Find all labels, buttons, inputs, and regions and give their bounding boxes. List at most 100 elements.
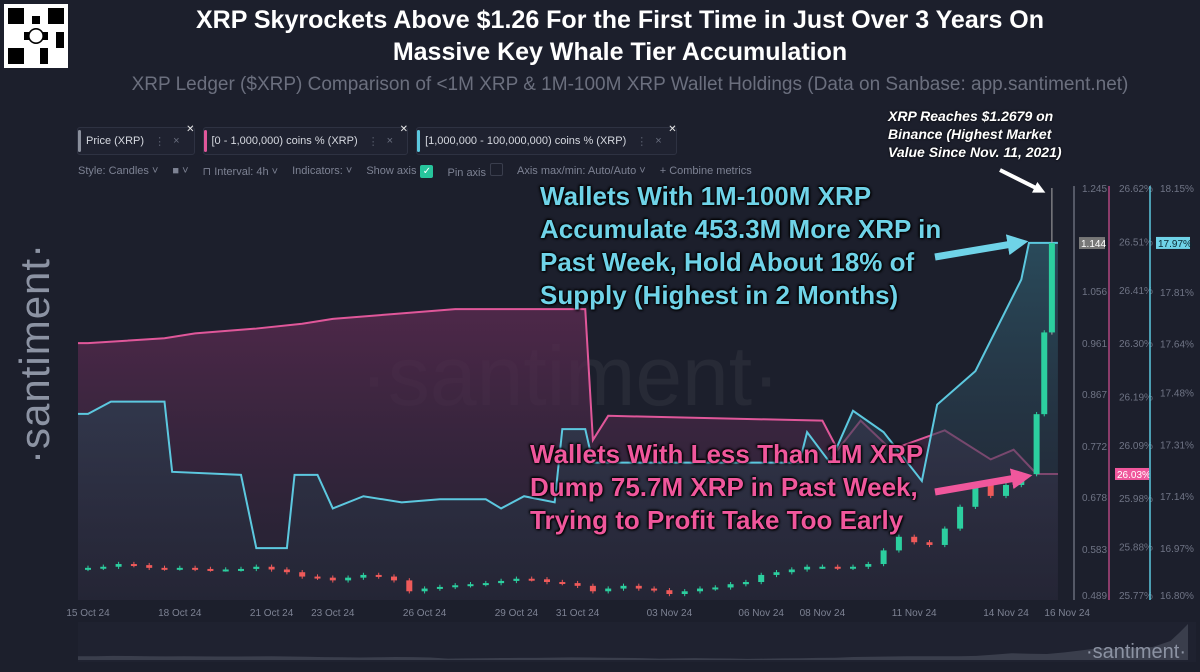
x-tick-label: 26 Oct 24 — [403, 608, 447, 619]
metric-label: Price (XRP) — [86, 135, 145, 147]
remove-icon[interactable]: × — [386, 135, 394, 147]
price-candle — [651, 586, 658, 593]
candle-body — [299, 572, 306, 577]
metric-label: [1,000,000 - 100,000,000) coins % (XRP) — [425, 135, 627, 147]
price-candle — [207, 566, 214, 572]
price-candle — [146, 562, 153, 571]
y-tick-label: 0.678 — [1082, 493, 1107, 504]
y-tick-label: 26.09% — [1119, 441, 1153, 452]
price-candle — [819, 564, 826, 569]
metric-label: [0 - 1,000,000) coins % (XRP) — [211, 135, 358, 147]
metric-chip-whale-wallets[interactable]: [1,000,000 - 100,000,000) coins % (XRP) ⋮… — [416, 124, 677, 155]
candle-body — [452, 585, 459, 588]
y-tick-label: 26.62% — [1119, 184, 1153, 195]
metric-legend: Price (XRP) ⋮ × ✕ [0 - 1,000,000) coins % (… — [77, 124, 677, 155]
y-tick-label: 26.19% — [1119, 392, 1153, 403]
price-candle — [482, 580, 489, 587]
axis-minmax-dropdown[interactable]: Axis max/min: Auto/Auto ˅ — [517, 165, 646, 177]
candle-body — [146, 565, 153, 568]
price-candle — [391, 574, 397, 583]
y-tick-label: 25.88% — [1119, 543, 1153, 554]
x-tick-label: 16 Nov 24 — [1044, 608, 1090, 619]
y-tick-label: 17.31% — [1160, 440, 1194, 451]
price-candle — [712, 585, 719, 591]
candle-body — [360, 574, 367, 578]
candle-body — [651, 588, 658, 591]
candle-body — [788, 569, 795, 573]
candle-body — [620, 585, 627, 589]
price-candle — [299, 570, 306, 579]
more-icon[interactable]: ⋮ — [367, 135, 379, 148]
peak-arrow — [999, 168, 1046, 193]
candle-body — [238, 568, 244, 571]
ruler-icon: ⊓ — [202, 165, 212, 178]
x-tick-label: 11 Nov 24 — [892, 608, 937, 619]
price-candle — [513, 576, 520, 584]
candle-body — [834, 566, 841, 569]
combine-metrics-button[interactable]: + Combine metrics — [659, 165, 752, 177]
more-icon[interactable]: ⋮ — [154, 135, 166, 148]
interval-dropdown[interactable]: ⊓ Interval: 4h ˅ — [202, 165, 279, 178]
price-candle — [100, 564, 107, 571]
candle-body — [436, 586, 443, 589]
whale-annotation: Wallets With 1M-100M XRP Accumulate 453.3… — [540, 181, 942, 310]
small-wallet-annotation: Wallets With Less Than 1M XRP Dump 75.7M … — [530, 439, 924, 535]
candle-body — [345, 577, 352, 581]
whale-wallets-area — [78, 242, 1058, 600]
indicators-dropdown[interactable]: Indicators: ˅ — [292, 165, 353, 177]
close-icon[interactable]: ✕ — [399, 124, 409, 135]
candle-body — [207, 568, 214, 571]
remove-icon[interactable]: × — [655, 135, 662, 147]
price-candle — [635, 583, 642, 591]
current-value-badge — [1156, 236, 1190, 249]
candle-body — [773, 572, 780, 575]
pin-axis-toggle[interactable]: Pin axis — [447, 163, 504, 179]
candle-body — [681, 591, 688, 595]
style-dropdown[interactable]: Style: Candles ˅ — [78, 165, 159, 177]
whale-wallets-line — [78, 241, 1058, 550]
price-candle — [176, 565, 183, 571]
candle-body — [850, 566, 856, 569]
price-candle — [742, 579, 749, 587]
price-candle — [222, 567, 229, 572]
y-tick-label: 0.489 — [1082, 591, 1107, 602]
price-candle — [865, 561, 872, 569]
metric-chip-small-wallets[interactable]: [0 - 1,000,000) coins % (XRP) ⋮ × ✕ — [202, 124, 409, 155]
candle-body — [727, 584, 734, 588]
remove-icon[interactable]: × — [173, 135, 180, 147]
price-candle — [666, 588, 673, 597]
close-icon[interactable]: ✕ — [668, 124, 677, 135]
current-value-badge — [1079, 237, 1105, 250]
candle-body — [513, 578, 520, 581]
metric-color-bar — [203, 130, 207, 152]
price-candle — [681, 589, 688, 597]
price-candle — [834, 564, 841, 571]
whale-arrow — [934, 234, 1029, 261]
close-icon[interactable]: ✕ — [186, 124, 195, 135]
metric-chip-price[interactable]: Price (XRP) ⋮ × ✕ — [77, 124, 195, 155]
candle-body — [589, 585, 596, 592]
candle-body — [283, 569, 290, 573]
x-tick-label: 03 Nov 24 — [647, 608, 693, 619]
x-tick-label: 14 Nov 24 — [983, 608, 1029, 619]
x-tick-label: 08 Nov 24 — [800, 608, 846, 619]
candle-body — [528, 578, 535, 581]
metric-color-bar — [417, 130, 421, 152]
price-candle — [238, 566, 244, 572]
price-candle — [498, 578, 505, 586]
more-icon[interactable]: ⋮ — [636, 135, 648, 148]
y-tick-label: 26.30% — [1119, 339, 1153, 350]
candle-body — [957, 506, 964, 529]
y-tick-label: 1.056 — [1082, 287, 1107, 298]
color-dropdown[interactable]: ■ ˅ — [172, 165, 189, 177]
show-axis-toggle[interactable]: Show axis ✓ — [366, 164, 434, 178]
x-tick-label: 15 Oct 24 — [66, 608, 110, 619]
price-candle — [1048, 188, 1055, 335]
candle-body — [804, 566, 811, 570]
candle-body — [161, 567, 168, 570]
candle-body — [375, 574, 382, 577]
price-candle — [926, 540, 933, 548]
candle-body — [697, 588, 703, 592]
price-candle — [957, 504, 964, 531]
candle-body — [544, 579, 550, 583]
